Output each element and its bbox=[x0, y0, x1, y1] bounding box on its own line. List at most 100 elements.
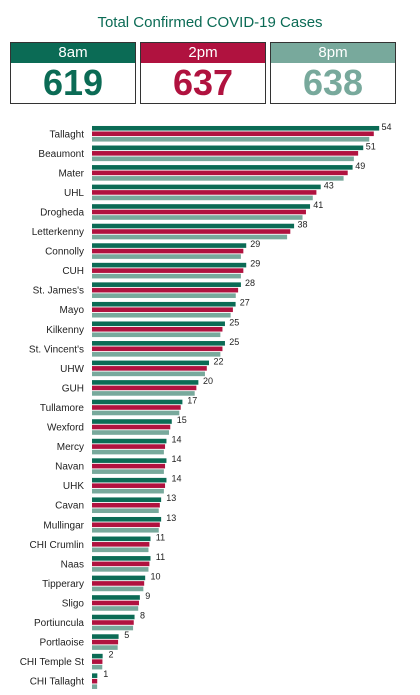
bar-8pm bbox=[92, 195, 313, 201]
category-label: UHW bbox=[60, 364, 84, 375]
bar-8am bbox=[92, 243, 247, 248]
bar-8pm bbox=[92, 508, 159, 514]
category-label: Sligo bbox=[62, 598, 85, 609]
data-label: 41 bbox=[313, 200, 323, 210]
bar-2pm bbox=[92, 131, 374, 137]
category-label: Portlaoise bbox=[40, 638, 85, 649]
bar-2pm bbox=[92, 483, 166, 488]
bar-8am bbox=[92, 204, 311, 209]
bar-8pm bbox=[92, 430, 170, 435]
bar-8am bbox=[92, 262, 247, 268]
bar-8pm bbox=[92, 293, 236, 298]
bar-8pm bbox=[92, 469, 164, 474]
bar-2pm bbox=[92, 268, 244, 273]
data-label: 1 bbox=[103, 669, 108, 679]
bar-2pm bbox=[92, 561, 150, 567]
bar-8am bbox=[92, 125, 380, 131]
bar-2pm bbox=[92, 307, 233, 313]
bar-8pm bbox=[92, 488, 164, 494]
bar-8am bbox=[92, 438, 167, 444]
data-label: 11 bbox=[156, 532, 165, 542]
data-label: 49 bbox=[355, 161, 365, 171]
category-label: Cavan bbox=[55, 501, 84, 512]
bar-2pm bbox=[92, 405, 181, 410]
category-label: Letterkenny bbox=[32, 227, 84, 238]
category-label: St. James's bbox=[33, 286, 84, 297]
data-label: 17 bbox=[187, 395, 197, 405]
category-label: CHI Crumlin bbox=[30, 540, 84, 551]
bar-8am bbox=[92, 595, 140, 600]
bar-8am bbox=[92, 497, 162, 503]
bar-8pm bbox=[92, 586, 144, 592]
bar-8pm bbox=[92, 234, 288, 240]
bar-8pm bbox=[92, 625, 134, 631]
data-label: 38 bbox=[298, 220, 308, 230]
bar-8am bbox=[92, 419, 172, 424]
bar-2pm bbox=[92, 170, 348, 176]
bar-8am bbox=[92, 399, 183, 405]
bar-8pm bbox=[92, 664, 103, 670]
bar-8pm bbox=[92, 449, 164, 455]
data-label: 25 bbox=[229, 317, 239, 327]
category-label: CHI Tallaght bbox=[30, 677, 85, 688]
data-label: 14 bbox=[172, 454, 182, 464]
bar-8pm bbox=[92, 645, 118, 650]
data-label: 14 bbox=[172, 435, 182, 445]
bar-2pm bbox=[92, 678, 98, 684]
bar-8pm bbox=[92, 312, 231, 318]
bar-2pm bbox=[92, 581, 145, 586]
bar-2pm bbox=[92, 385, 197, 391]
bar-8pm bbox=[92, 410, 180, 416]
bar-8am bbox=[92, 536, 151, 542]
bar-8am bbox=[92, 145, 364, 151]
data-label: 13 bbox=[166, 513, 176, 523]
data-label: 15 bbox=[177, 415, 187, 425]
category-label: Mullingar bbox=[43, 520, 84, 531]
bar-8pm bbox=[92, 527, 159, 533]
bar-8am bbox=[92, 575, 146, 581]
data-label: 43 bbox=[324, 180, 334, 190]
category-label: Tullamore bbox=[40, 403, 85, 414]
total-8pm-value: 638 bbox=[302, 62, 364, 103]
bar-8pm bbox=[92, 176, 344, 181]
bar-8am bbox=[92, 653, 103, 659]
bar-8pm bbox=[92, 606, 139, 611]
data-label: 29 bbox=[250, 259, 260, 269]
bar-8pm bbox=[92, 391, 195, 396]
category-label: St. Vincent's bbox=[29, 344, 84, 355]
category-label: Navan bbox=[55, 462, 84, 473]
category-label: Mater bbox=[58, 168, 84, 179]
data-label: 22 bbox=[214, 356, 224, 366]
bar-2pm bbox=[92, 639, 119, 645]
data-label: 10 bbox=[151, 571, 161, 581]
bar-2pm bbox=[92, 522, 160, 528]
chart-title: Total Confirmed COVID-19 Cases bbox=[97, 14, 323, 31]
bar-2pm bbox=[92, 444, 166, 449]
bar-2pm bbox=[92, 229, 291, 234]
bar-8am bbox=[92, 301, 236, 307]
bar-8pm bbox=[92, 254, 241, 259]
bar-2pm bbox=[92, 620, 134, 625]
bar-8pm bbox=[92, 547, 149, 553]
bar-2pm bbox=[92, 287, 239, 293]
bar-8am bbox=[92, 321, 225, 327]
bar-8am bbox=[92, 673, 98, 678]
data-label: 29 bbox=[250, 239, 260, 249]
bar-8am bbox=[92, 458, 167, 463]
category-label: Mayo bbox=[60, 305, 85, 316]
bar-2pm bbox=[92, 542, 150, 547]
bar-8am bbox=[92, 516, 162, 522]
data-label: 8 bbox=[140, 611, 145, 621]
bar-8pm bbox=[92, 567, 149, 572]
bar-2pm bbox=[92, 248, 244, 254]
bar-8pm bbox=[92, 684, 98, 689]
category-label: Mercy bbox=[57, 442, 84, 453]
category-label: Kilkenny bbox=[46, 325, 84, 336]
category-label: CHI Temple St bbox=[20, 657, 85, 668]
bar-2pm bbox=[92, 502, 160, 508]
category-label: Tallaght bbox=[50, 129, 85, 140]
bar-8pm bbox=[92, 352, 221, 357]
data-label: 11 bbox=[156, 552, 165, 562]
category-label: Wexford bbox=[47, 423, 84, 434]
